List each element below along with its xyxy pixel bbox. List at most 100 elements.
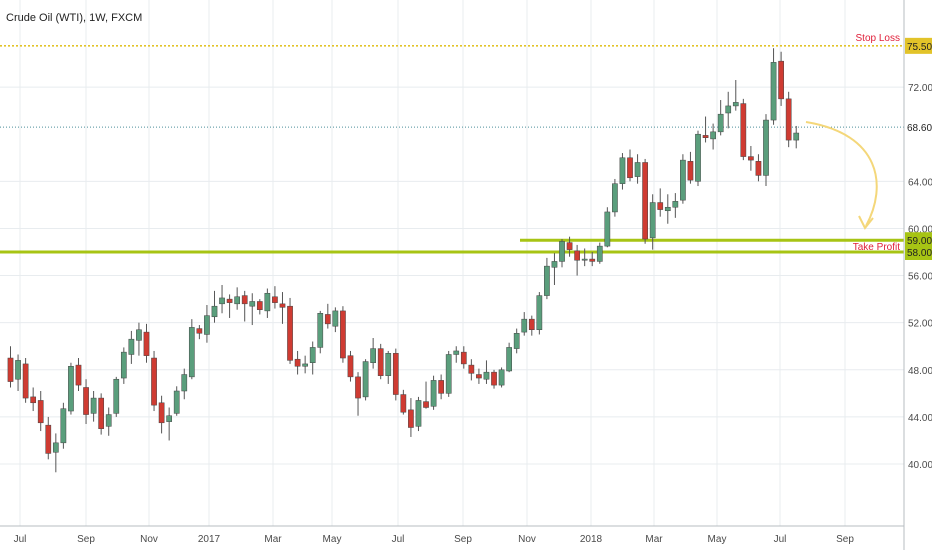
candle — [468, 359, 475, 381]
x-tick-label: Jul — [14, 534, 27, 545]
candle-body-down — [30, 396, 37, 404]
candle — [355, 372, 361, 416]
candle — [740, 98, 747, 161]
y-tick-label: 52.00 — [908, 319, 932, 330]
candle — [392, 348, 399, 401]
price-levels: Stop Loss Take Profit — [0, 33, 904, 254]
candle-body-down — [272, 296, 278, 303]
x-tick-label: 2017 — [198, 534, 221, 545]
candle-body-up — [793, 132, 800, 141]
candle-body-down — [687, 161, 694, 181]
candle-body-up — [249, 301, 256, 307]
projection-arrow-path — [805, 121, 878, 227]
candle — [120, 347, 127, 384]
candle-body-up — [672, 201, 679, 208]
candle-body-up — [332, 310, 339, 327]
candle — [45, 416, 52, 460]
candle — [249, 293, 256, 326]
candle — [204, 305, 210, 343]
grid — [0, 0, 904, 526]
candle-body-up — [105, 414, 112, 427]
candle — [702, 116, 709, 143]
current-price-badge: 68.60 — [905, 119, 932, 136]
candle-body-down — [377, 348, 384, 376]
candle — [566, 236, 573, 257]
candle-body-up — [370, 348, 376, 363]
candle-body-up — [581, 258, 588, 261]
candle-body-up — [604, 211, 611, 247]
candle-body-down — [476, 374, 482, 379]
candle-body-down — [755, 161, 762, 176]
candle — [793, 125, 800, 149]
candle — [15, 354, 21, 392]
x-tick-label: Nov — [518, 534, 536, 545]
candle-body-down — [702, 135, 709, 138]
candle — [687, 151, 694, 184]
candle-body-up — [173, 390, 180, 414]
candle-body-up — [68, 366, 74, 412]
candle-body-down — [642, 162, 648, 240]
candle — [166, 407, 173, 441]
candle — [324, 303, 331, 329]
candle-body-down — [83, 387, 89, 415]
candle-body-down — [45, 424, 52, 454]
candle — [717, 100, 724, 136]
candle-body-up — [521, 318, 528, 333]
candle — [770, 48, 777, 125]
candle — [211, 290, 218, 323]
candle — [634, 154, 641, 184]
candle-body-down — [574, 250, 580, 261]
candle — [136, 322, 142, 356]
candle — [528, 315, 535, 336]
candle-body-up — [453, 350, 460, 355]
candle — [385, 350, 392, 384]
candle-body-up — [536, 295, 543, 330]
candle-body-up — [544, 265, 550, 296]
candle-body-down — [785, 98, 792, 141]
candle — [778, 51, 784, 106]
candle-body-up — [483, 371, 490, 380]
candle-body-up — [128, 338, 135, 355]
candle — [536, 292, 543, 335]
candle — [75, 358, 82, 392]
candle-body-up — [725, 105, 732, 114]
y-tick-label: 40.00 — [908, 460, 932, 471]
candle — [279, 292, 286, 324]
candle — [438, 374, 444, 400]
candle-body-up — [513, 333, 520, 349]
candle-body-down — [627, 157, 633, 179]
candle — [128, 330, 135, 364]
candle-body-down — [355, 376, 361, 399]
candle-body-up — [649, 202, 656, 239]
candle-body-down — [294, 358, 301, 367]
candle-body-down — [98, 397, 105, 429]
stop-loss-label: Stop Loss — [856, 33, 900, 44]
candle-body-down — [778, 60, 784, 100]
x-tick-label: Mar — [264, 534, 282, 545]
candle — [408, 398, 414, 437]
candle-body-up — [188, 327, 195, 378]
candle-body-down — [408, 409, 414, 428]
candle-body-up — [204, 315, 210, 335]
candle — [287, 297, 293, 364]
candle — [188, 319, 195, 380]
candle-body-down — [460, 351, 467, 365]
x-tick-label: Sep — [454, 534, 472, 545]
candle — [596, 242, 603, 264]
chart-title: Crude Oil (WTI), 1W, FXCM — [6, 12, 143, 24]
candle — [672, 193, 679, 218]
candle-body-up — [302, 363, 308, 367]
candle-body-down — [438, 380, 444, 394]
candle — [340, 306, 346, 363]
x-tick-label: Jul — [392, 534, 405, 545]
candle-body-up — [166, 415, 173, 422]
candle-body-up — [770, 62, 777, 121]
candle-body-down — [158, 402, 165, 424]
candle-body-down — [241, 295, 248, 305]
candle — [574, 244, 580, 276]
candle-body-down — [143, 331, 150, 356]
stop-loss-badge-text: 75.50 — [907, 42, 932, 53]
